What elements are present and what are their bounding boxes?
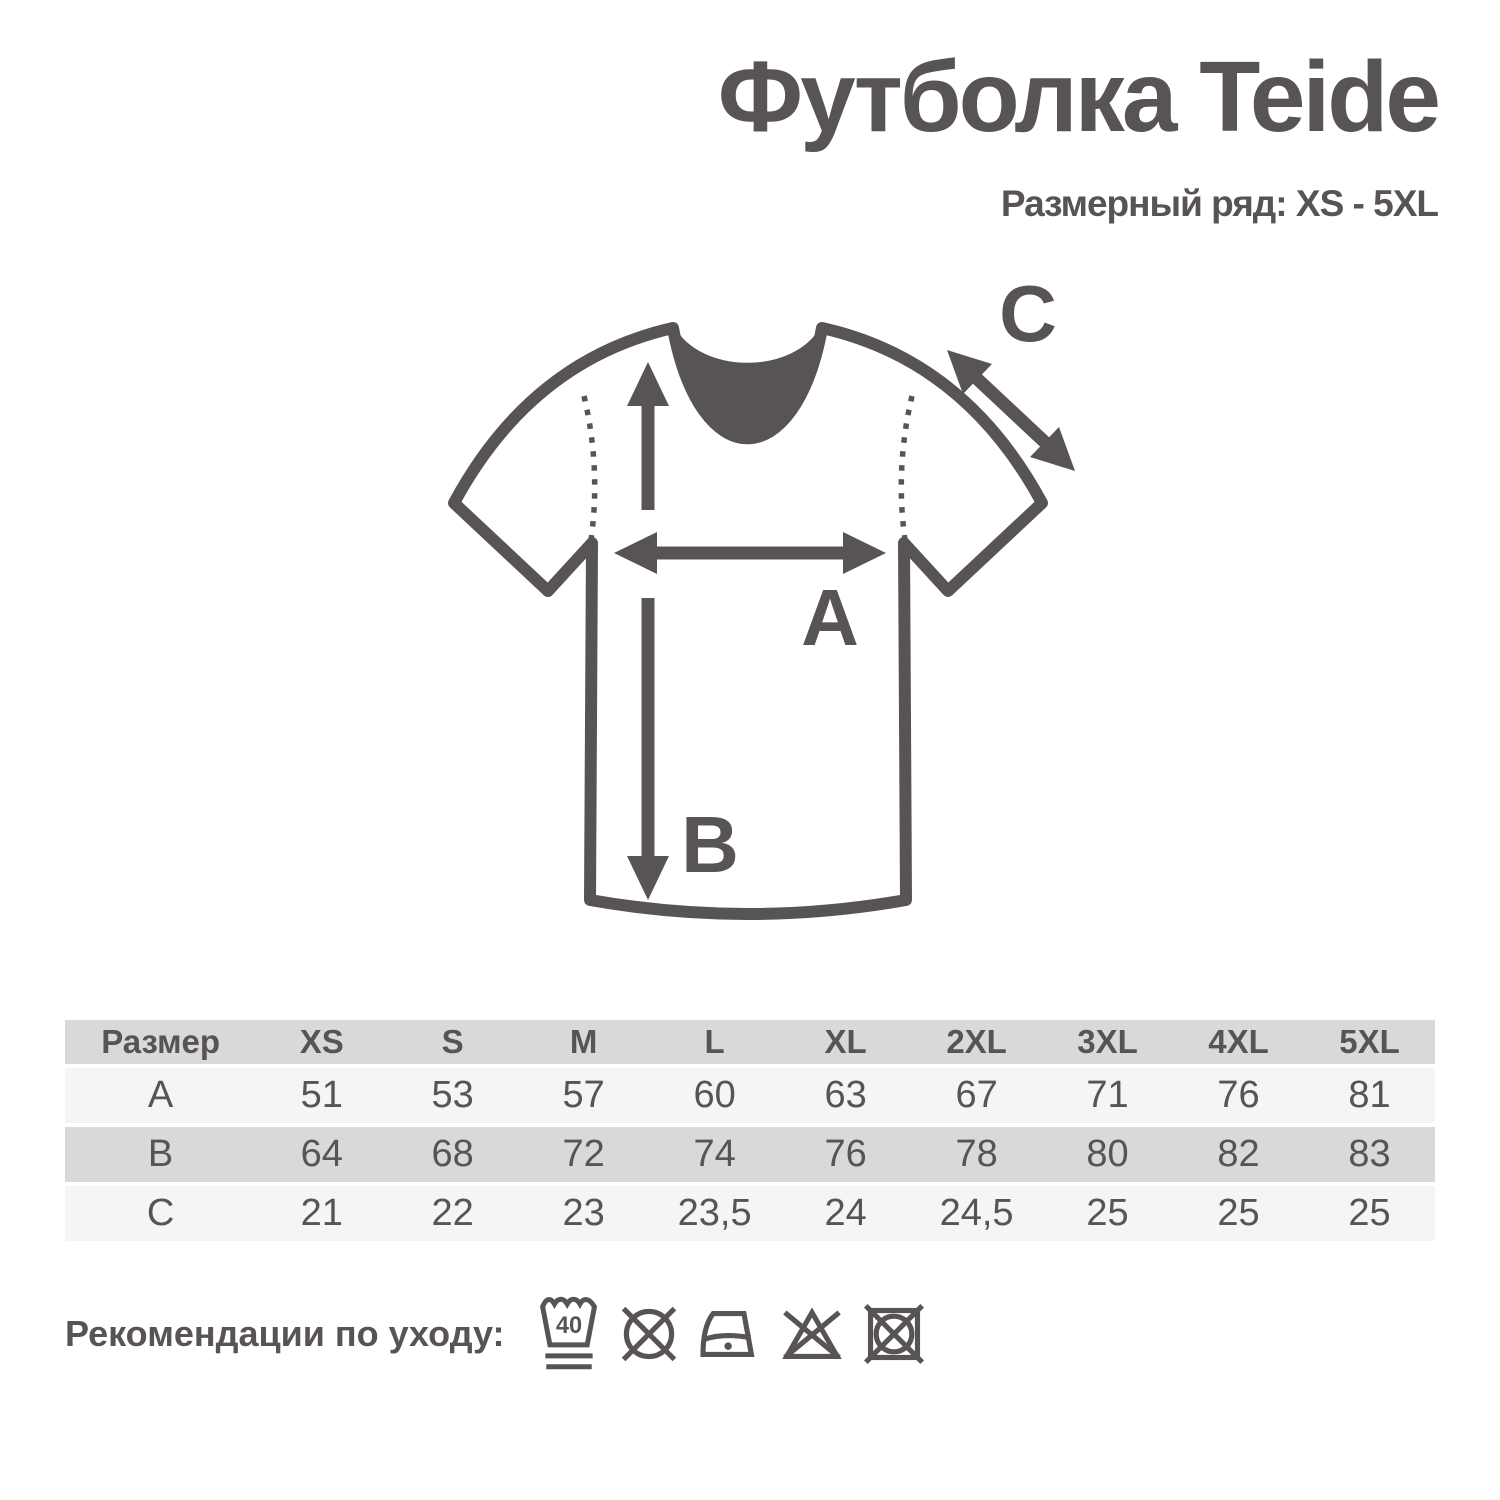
value-cell: 24,5: [939, 1192, 1014, 1234]
size-table: Размер XS S M L XL 2XL 3XL 4XL 5XL A 51 …: [65, 1020, 1435, 1245]
measure-arrow-c: [947, 350, 1075, 471]
value-cell: 67: [955, 1074, 998, 1116]
value-cell: 51: [300, 1074, 343, 1116]
value-cell: 25: [1348, 1192, 1391, 1234]
measure-arrow-a: [614, 532, 886, 574]
col-header-2xl: 2XL: [946, 1023, 1007, 1060]
value-cell: 81: [1348, 1074, 1391, 1116]
care-icons: 40: [539, 1292, 925, 1376]
value-cell: 60: [693, 1074, 736, 1116]
col-header-size: Размер: [101, 1023, 221, 1060]
value-cell: 76: [1217, 1074, 1260, 1116]
value-cell: 83: [1348, 1133, 1391, 1175]
left-armhole-seam-dotted: [581, 395, 598, 541]
measure-arrow-b: [627, 362, 669, 900]
value-cell: 25: [1217, 1192, 1260, 1234]
col-header-xl: XL: [824, 1023, 867, 1060]
col-header-5xl: 5XL: [1339, 1023, 1400, 1060]
table-row-b: B 64 68 72 74 76 78 80 82 83: [65, 1127, 1435, 1182]
wash-temp-label: 40: [555, 1313, 581, 1339]
value-cell: 63: [824, 1074, 867, 1116]
value-cell: 23,5: [677, 1192, 752, 1234]
value-cell: 82: [1217, 1133, 1260, 1175]
do-not-bleach-icon: [781, 1307, 842, 1360]
page-title: Футболка Teide: [717, 41, 1441, 153]
col-header-4xl: 4XL: [1208, 1023, 1269, 1060]
tshirt-measurement-diagram: A B C: [448, 280, 1075, 920]
value-cell: 64: [300, 1133, 343, 1175]
value-cell: 57: [562, 1074, 605, 1116]
value-cell: 23: [562, 1192, 605, 1234]
size-range-subtitle: Размерный ряд: XS - 5XL: [1000, 183, 1439, 224]
col-header-s: S: [441, 1023, 464, 1060]
label-b: B: [681, 800, 739, 889]
value-cell: 71: [1086, 1074, 1129, 1116]
col-header-m: M: [569, 1023, 598, 1060]
do-not-dry-clean-icon: [621, 1306, 676, 1362]
size-table-header-row: Размер XS S M L XL 2XL 3XL 4XL 5XL: [65, 1020, 1435, 1064]
col-header-l: L: [704, 1023, 725, 1060]
value-cell: 21: [300, 1192, 343, 1234]
value-cell: 24: [824, 1192, 867, 1234]
value-cell: 76: [824, 1133, 867, 1175]
table-row-a: A 51 53 57 60 63 67 71 76 81: [65, 1068, 1435, 1123]
row-label: C: [146, 1192, 175, 1234]
wash-40-gentle-icon: 40: [539, 1296, 597, 1370]
label-c: C: [999, 280, 1057, 358]
value-cell: 25: [1086, 1192, 1129, 1234]
right-armhole-seam-dotted: [898, 395, 915, 541]
value-cell: 53: [431, 1074, 474, 1116]
value-cell: 78: [955, 1133, 998, 1175]
label-a: A: [801, 573, 859, 662]
table-row-c: C 21 22 23 23,5 24 24,5 25 25 25: [65, 1186, 1435, 1241]
care-instructions: Рекомендации по уходу: 40: [65, 1282, 925, 1386]
iron-low-temp-icon: [699, 1310, 755, 1358]
value-cell: 68: [431, 1133, 474, 1175]
value-cell: 72: [562, 1133, 605, 1175]
col-header-xs: XS: [299, 1023, 344, 1060]
value-cell: 74: [693, 1133, 736, 1175]
col-header-3xl: 3XL: [1077, 1023, 1138, 1060]
value-cell: 80: [1086, 1133, 1129, 1175]
care-instructions-label: Рекомендации по уходу:: [65, 1313, 505, 1354]
do-not-tumble-dry-icon: [863, 1303, 924, 1365]
tshirt-collar: [671, 326, 824, 441]
row-label: B: [147, 1133, 174, 1175]
value-cell: 22: [431, 1192, 474, 1234]
row-label: A: [147, 1074, 174, 1116]
